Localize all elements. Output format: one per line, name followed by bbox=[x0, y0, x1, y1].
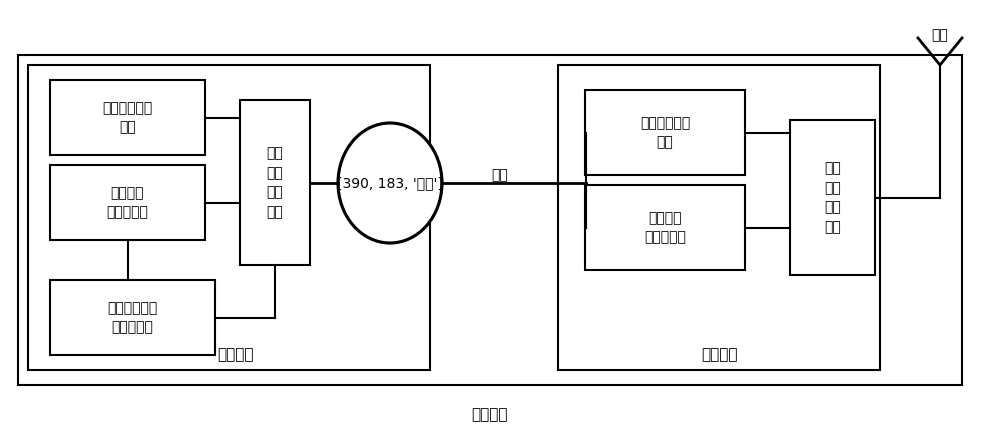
Bar bbox=[240, 100, 310, 265]
Bar bbox=[50, 165, 205, 240]
Bar bbox=[558, 65, 880, 370]
Text: 射频单元: 射频单元 bbox=[702, 348, 738, 363]
Bar bbox=[50, 280, 215, 355]
Ellipse shape bbox=[338, 123, 442, 243]
Text: 基带单元
延时补偿量: 基带单元 延时补偿量 bbox=[107, 186, 148, 219]
Text: 光纤: 光纤 bbox=[492, 168, 508, 182]
Bar bbox=[790, 120, 875, 275]
Bar bbox=[50, 80, 205, 155]
Text: 第二数据缓存
模块: 第二数据缓存 模块 bbox=[640, 116, 690, 149]
Text: 射频单元
延时补偿量: 射频单元 延时补偿量 bbox=[644, 211, 686, 244]
Text: 延时补偿计算
和分配模块: 延时补偿计算 和分配模块 bbox=[107, 301, 158, 334]
Bar bbox=[585, 185, 745, 270]
Text: 第二
输出
控制
模块: 第二 输出 控制 模块 bbox=[824, 161, 841, 234]
Text: 第一
输出
控制
模块: 第一 输出 控制 模块 bbox=[267, 146, 283, 219]
Text: 基带单元: 基带单元 bbox=[217, 348, 253, 363]
Bar bbox=[18, 55, 962, 385]
Text: 第一数据缓存
模块: 第一数据缓存 模块 bbox=[102, 101, 153, 134]
Bar bbox=[585, 90, 745, 175]
Bar bbox=[28, 65, 430, 370]
Text: [390, 183, '光口']: [390, 183, '光口'] bbox=[337, 176, 443, 190]
Text: 空口: 空口 bbox=[932, 28, 948, 42]
Text: 处理系统: 处理系统 bbox=[472, 407, 508, 422]
